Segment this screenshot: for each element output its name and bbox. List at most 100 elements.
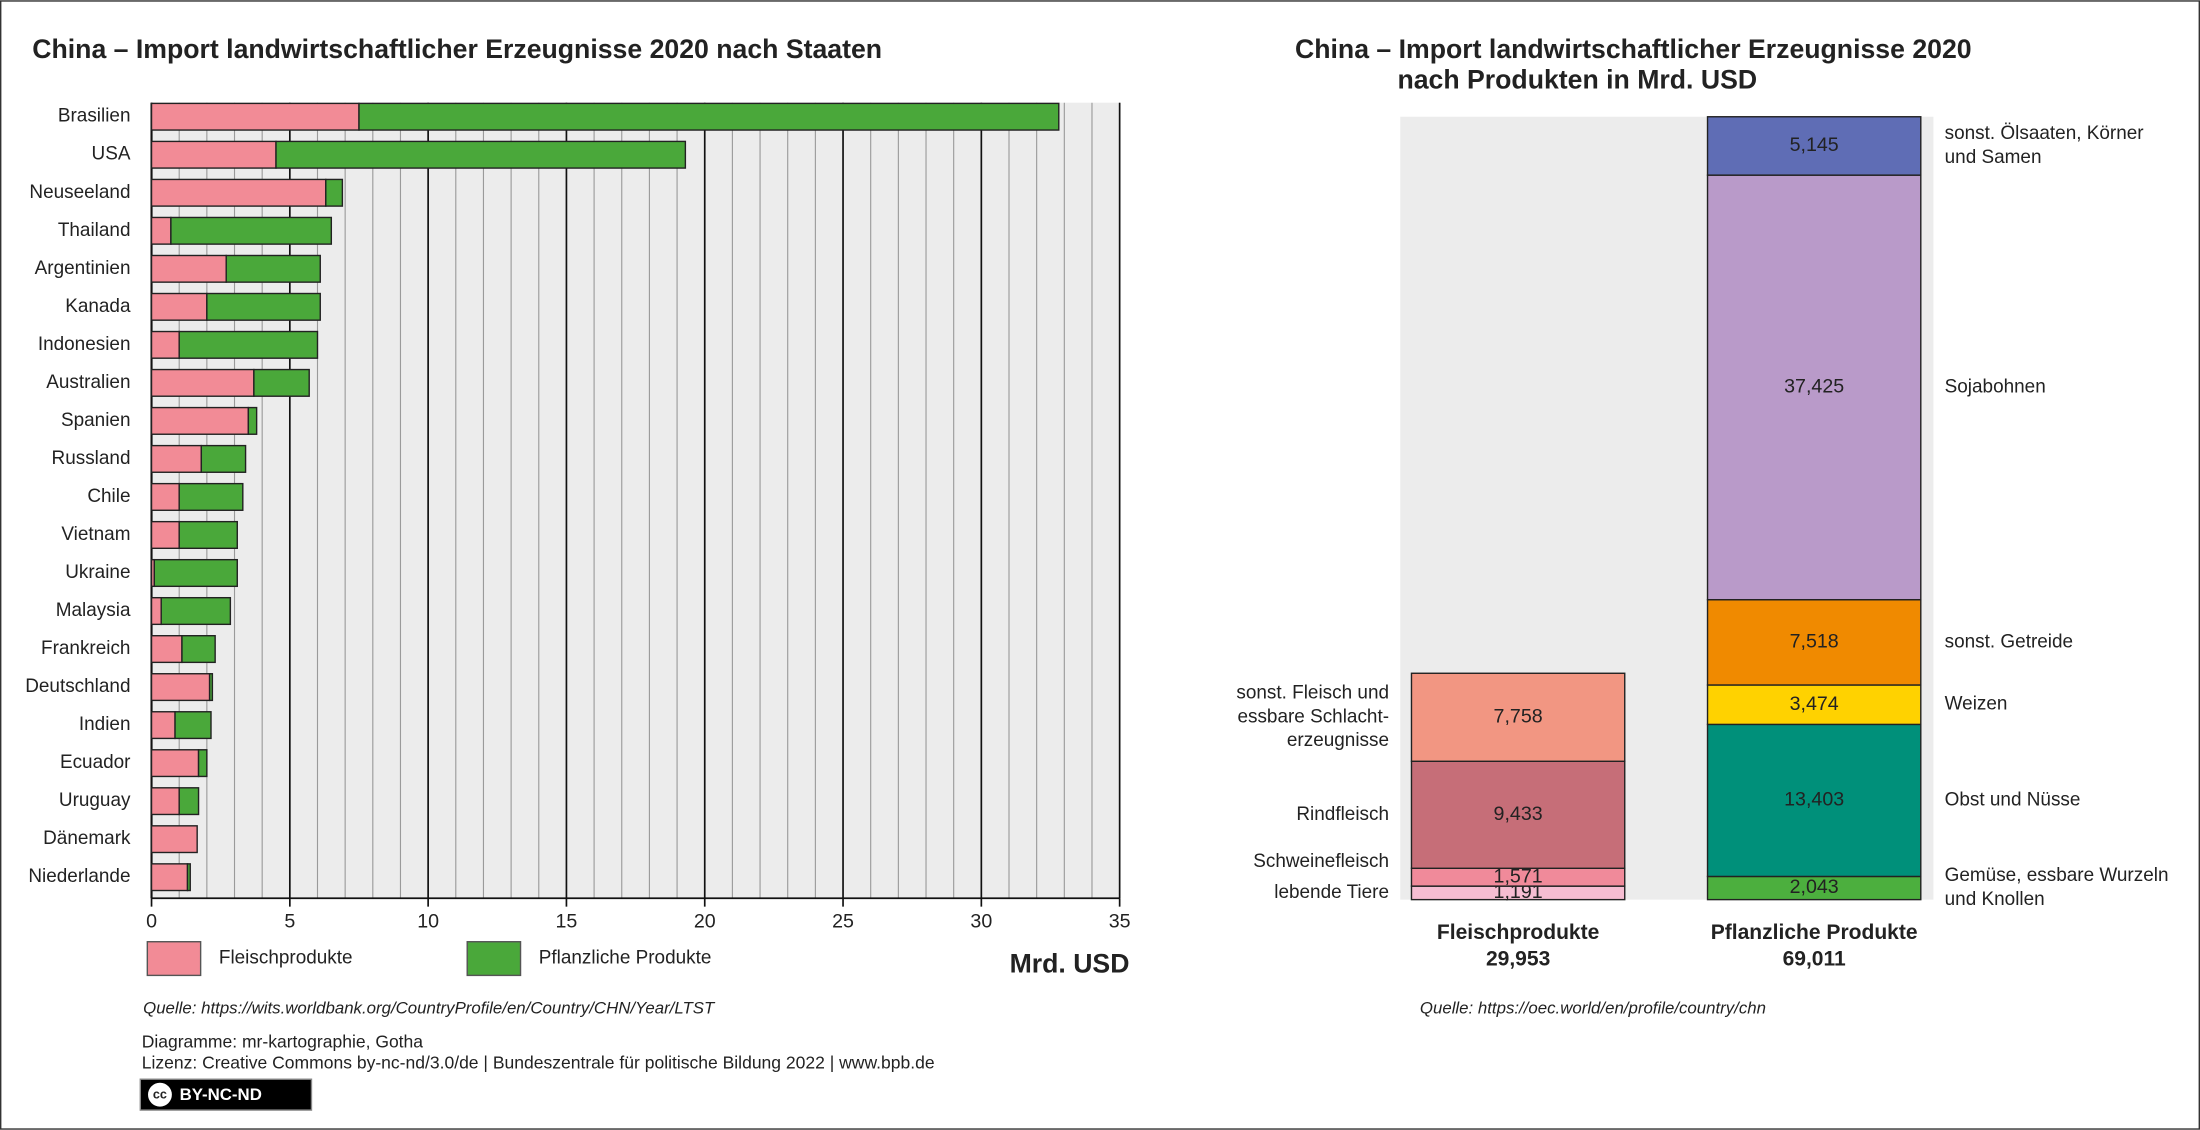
- y-tick-label: Brasilien: [58, 106, 131, 127]
- y-tick-label: Neuseeland: [29, 182, 130, 203]
- value-label: 1,571: [1494, 865, 1543, 887]
- y-tick-label: Frankreich: [41, 638, 130, 659]
- column-segment: [1706, 174, 1922, 601]
- legend-label: Fleischprodukte: [219, 948, 353, 969]
- y-tick-label: Indien: [79, 714, 131, 735]
- value-label: 37,425: [1784, 376, 1844, 398]
- column-segment: [1410, 672, 1626, 762]
- segment-label: Weizen: [1945, 694, 2008, 715]
- segment-label: erzeugnisse: [1287, 730, 1389, 751]
- segment-label: essbare Schlacht-: [1237, 706, 1389, 727]
- value-label: 7,758: [1494, 705, 1543, 727]
- bar: [153, 558, 238, 588]
- y-tick-label: USA: [92, 144, 131, 165]
- value-label: 7,518: [1790, 631, 1839, 653]
- y-tick-label: Ecuador: [60, 752, 131, 773]
- y-tick-label: Thailand: [58, 220, 131, 241]
- bar: [186, 863, 191, 892]
- bar: [200, 444, 247, 473]
- legend-label: Pflanzliche Produkte: [539, 948, 712, 969]
- bar: [178, 787, 200, 816]
- bar: [150, 254, 227, 283]
- value-label: 5,145: [1790, 134, 1839, 156]
- x-tick-label: 20: [694, 910, 716, 932]
- segment-label: und Knollen: [1945, 889, 2045, 910]
- source: Quelle: https://wits.worldbank.org/Count…: [143, 999, 716, 1018]
- bar: [150, 825, 198, 854]
- bar: [170, 216, 333, 245]
- y-tick-label: Australien: [46, 372, 130, 393]
- value-label: 3,474: [1790, 693, 1839, 715]
- bar: [150, 635, 183, 664]
- bar: [150, 749, 200, 778]
- category-label: Pflanzliche Produkte: [1711, 921, 1918, 944]
- y-tick-label: Dänemark: [43, 828, 131, 849]
- bar: [150, 178, 327, 207]
- bar: [178, 520, 238, 550]
- bar: [358, 102, 1060, 131]
- right-title: nach Produkten in Mrd. USD: [1397, 65, 1757, 95]
- bar: [174, 711, 212, 740]
- bar: [178, 482, 244, 511]
- bar: [150, 140, 277, 169]
- y-tick-label: Argentinien: [35, 258, 131, 279]
- y-tick-label: Indonesien: [38, 334, 131, 355]
- y-tick-label: Uruguay: [59, 790, 131, 811]
- credit: Diagramme: mr-kartographie, Gotha: [142, 1031, 424, 1051]
- svg-text:cc: cc: [153, 1088, 167, 1102]
- bar: [150, 216, 172, 245]
- segment-label: sonst. Fleisch und: [1236, 682, 1389, 703]
- segment-label: lebende Tiere: [1274, 882, 1389, 903]
- y-tick-label: Vietnam: [61, 524, 130, 545]
- cc-badge: cc BY-NC-ND: [139, 1078, 313, 1111]
- bar: [150, 596, 162, 626]
- y-tick-label: Niederlande: [28, 866, 130, 887]
- value-label: 2,043: [1790, 876, 1839, 898]
- bar: [150, 787, 180, 816]
- segment-label: sonst. Getreide: [1945, 631, 2073, 652]
- column-segment: [1706, 116, 1922, 176]
- value-label: 13,403: [1784, 789, 1844, 811]
- bar: [197, 749, 208, 778]
- column-segment: [1410, 760, 1626, 869]
- bar: [150, 673, 211, 702]
- x-tick-label: 5: [284, 910, 295, 932]
- bar: [150, 711, 176, 740]
- bar: [150, 482, 180, 511]
- bar: [150, 520, 180, 550]
- category-label: Fleischprodukte: [1437, 921, 1599, 944]
- segment-label: und Samen: [1945, 147, 2042, 168]
- bar: [206, 292, 321, 321]
- bar: [253, 368, 310, 397]
- segment-label: Obst und Nüsse: [1945, 789, 2081, 810]
- y-tick-label: Russland: [52, 448, 131, 469]
- y-tick-label: Ukraine: [65, 562, 130, 583]
- y-tick-label: Deutschland: [25, 676, 130, 697]
- bar: [160, 596, 232, 626]
- x-tick-label: 15: [556, 910, 578, 932]
- x-tick-label: 30: [970, 910, 992, 932]
- bar: [150, 102, 360, 131]
- column-segment: [1706, 598, 1922, 686]
- x-tick-label: 25: [832, 910, 854, 932]
- segment-label: Sojabohnen: [1945, 376, 2046, 397]
- bar: [150, 863, 189, 892]
- column-segment: [1706, 723, 1922, 878]
- bar: [247, 406, 258, 435]
- y-tick-label: Spanien: [61, 410, 131, 431]
- bar: [150, 444, 203, 473]
- bar: [275, 140, 687, 169]
- bar: [208, 673, 214, 702]
- y-tick-label: Malaysia: [56, 600, 131, 621]
- bar: [325, 178, 344, 207]
- bar: [225, 254, 321, 283]
- y-tick-label: Chile: [87, 486, 130, 507]
- bar: [150, 292, 208, 321]
- bar: [150, 330, 180, 359]
- x-tick-label: 35: [1109, 910, 1131, 932]
- value-label: 9,433: [1494, 803, 1543, 825]
- segment-label: Rindfleisch: [1296, 804, 1389, 825]
- source: Quelle: https://oec.world/en/profile/cou…: [1420, 999, 1766, 1018]
- total-label: 29,953: [1486, 948, 1550, 971]
